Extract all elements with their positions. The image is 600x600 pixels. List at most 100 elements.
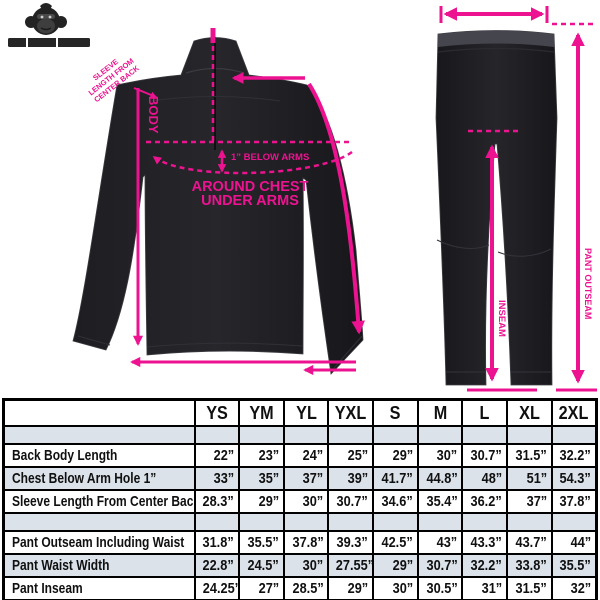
outseam-label: PANT OUTSEAM [583, 248, 593, 319]
size-value-cell: 37.8” [550, 489, 598, 514]
spacer-row [2, 425, 598, 445]
body-length-label: BODY [146, 96, 161, 134]
size-value-cell: 41.7” [372, 466, 419, 491]
column-header: XL [506, 398, 553, 427]
size-value-cell: 54.3” [550, 466, 598, 491]
size-value-cell: 24.25” [193, 576, 241, 600]
row-label: Pant Inseam [2, 576, 196, 600]
size-value-cell: 29” [372, 443, 419, 468]
below-arms-label: 1” BELOW ARMS [231, 152, 309, 163]
size-value-cell: 28.5” [282, 576, 330, 600]
size-value-cell: 35.5” [238, 530, 285, 555]
jacket-annotations [130, 28, 365, 376]
table-row: Chest Below Arm Hole 1” 33” 35” 37” 39” 41.7”… [2, 466, 598, 491]
row-label: Chest Below Arm Hole 1” [2, 466, 196, 491]
size-value-cell: 30” [416, 443, 464, 468]
size-value-cell: 24.5” [238, 553, 285, 578]
size-value-cell: 27.55” [327, 553, 375, 578]
size-value-cell: 44.8” [416, 466, 464, 491]
size-value-cell: 30” [372, 576, 419, 600]
size-value-cell: 42.5” [372, 530, 419, 555]
size-value-cell: 33” [193, 466, 241, 491]
size-value-cell: 35.5” [550, 553, 598, 578]
size-value-cell: 32.2” [550, 443, 598, 468]
size-value-cell: 37.8” [282, 530, 330, 555]
size-value-cell: 48” [461, 466, 509, 491]
row-label: Pant Waist Width [2, 553, 196, 578]
brand-wordmark [8, 38, 90, 47]
column-header: YM [238, 398, 285, 427]
size-value-cell: 28.3” [193, 489, 241, 514]
column-header: S [372, 398, 419, 427]
size-value-cell: 30” [282, 489, 330, 514]
measurement-diagram: 1” BELOW ARMS AROUND CHEST UNDER ARMS BO… [8, 3, 597, 392]
size-value-cell: 31” [461, 576, 509, 600]
row-label: Sleeve Length From Center Back [2, 489, 196, 514]
size-value-cell: 31.8” [193, 530, 241, 555]
brand-logo [8, 3, 90, 47]
table-row: Sleeve Length From Center Back 28.3” 29” 30… [2, 489, 598, 514]
size-value-cell: 37” [506, 489, 553, 514]
size-value-cell: 25” [327, 443, 375, 468]
size-value-cell: 32.2” [461, 553, 509, 578]
table-row: Pant Inseam 24.25” 27” 28.5” 29” 30” 30.5” 31” 3… [2, 576, 598, 600]
size-table-body: Back Body Length 22” 23” 24” 25” 29” 30” 30.7” 3… [2, 425, 598, 600]
size-value-cell: 29” [327, 576, 375, 600]
size-value-cell: 30.7” [461, 443, 509, 468]
size-value-cell: 30.7” [327, 489, 375, 514]
column-header: YL [282, 398, 330, 427]
size-value-cell: 35.4” [416, 489, 464, 514]
size-value-cell: 43.3” [461, 530, 509, 555]
size-value-cell: 43” [416, 530, 464, 555]
size-value-cell: 39” [327, 466, 375, 491]
sleeve-label-pointer [133, 87, 158, 99]
column-header: M [416, 398, 464, 427]
size-value-cell: 24” [282, 443, 330, 468]
size-value-cell: 29” [238, 489, 285, 514]
column-header: YS [193, 398, 241, 427]
size-value-cell: 32” [550, 576, 598, 600]
size-table: YS YM YL YXL S M L XL 2XL Back Body Length 22” 23”… [2, 398, 598, 600]
size-value-cell: 44” [550, 530, 598, 555]
table-row: Pant Waist Width 22.8” 24.5” 30” 27.55” 29” 30… [2, 553, 598, 578]
size-value-cell: 36.2” [461, 489, 509, 514]
column-header: YXL [327, 398, 375, 427]
table-corner-cell [2, 398, 196, 427]
table-row: Back Body Length 22” 23” 24” 25” 29” 30” 30.7” 3… [2, 443, 598, 468]
size-value-cell: 34.6” [372, 489, 419, 514]
size-value-cell: 30.7” [416, 553, 464, 578]
size-value-cell: 33.8” [506, 553, 553, 578]
size-value-cell: 31.5” [506, 576, 553, 600]
column-header: 2XL [550, 398, 598, 427]
size-value-cell: 30” [282, 553, 330, 578]
size-value-cell: 43.7” [506, 530, 553, 555]
size-value-cell: 22” [193, 443, 241, 468]
jacket-annotation-labels: 1” BELOW ARMS AROUND CHEST UNDER ARMS BO… [87, 56, 310, 209]
pants-annotation-labels: PANT OUTSEAM INSEAM [496, 248, 593, 337]
row-label: Pant Outseam Including Waist [2, 530, 196, 555]
inseam-label: INSEAM [496, 300, 507, 337]
size-value-cell: 22.8” [193, 553, 241, 578]
table-row: Pant Outseam Including Waist 31.8” 35.5” 37… [2, 530, 598, 555]
size-value-cell: 30.5” [416, 576, 464, 600]
around-chest-label-line2: UNDER ARMS [201, 193, 299, 209]
size-table-header-row: YS YM YL YXL S M L XL 2XL [2, 398, 598, 427]
column-header: L [461, 398, 509, 427]
pants-silhouette [435, 30, 558, 386]
spacer-row [2, 512, 598, 532]
size-value-cell: 29” [372, 553, 419, 578]
size-value-cell: 51” [506, 466, 553, 491]
size-value-cell: 35” [238, 466, 285, 491]
around-chest-label-line1: AROUND CHEST [192, 179, 309, 195]
size-value-cell: 31.5” [506, 443, 553, 468]
size-value-cell: 37” [282, 466, 330, 491]
pants-annotations [439, 6, 597, 392]
sleeve-length-line [307, 82, 365, 335]
row-label: Back Body Length [2, 443, 196, 468]
size-value-cell: 39.3” [327, 530, 375, 555]
gorilla-mascot-icon [25, 3, 67, 35]
size-value-cell: 27” [238, 576, 285, 600]
size-value-cell: 23” [238, 443, 285, 468]
chest-ellipse-dashed [152, 150, 353, 175]
